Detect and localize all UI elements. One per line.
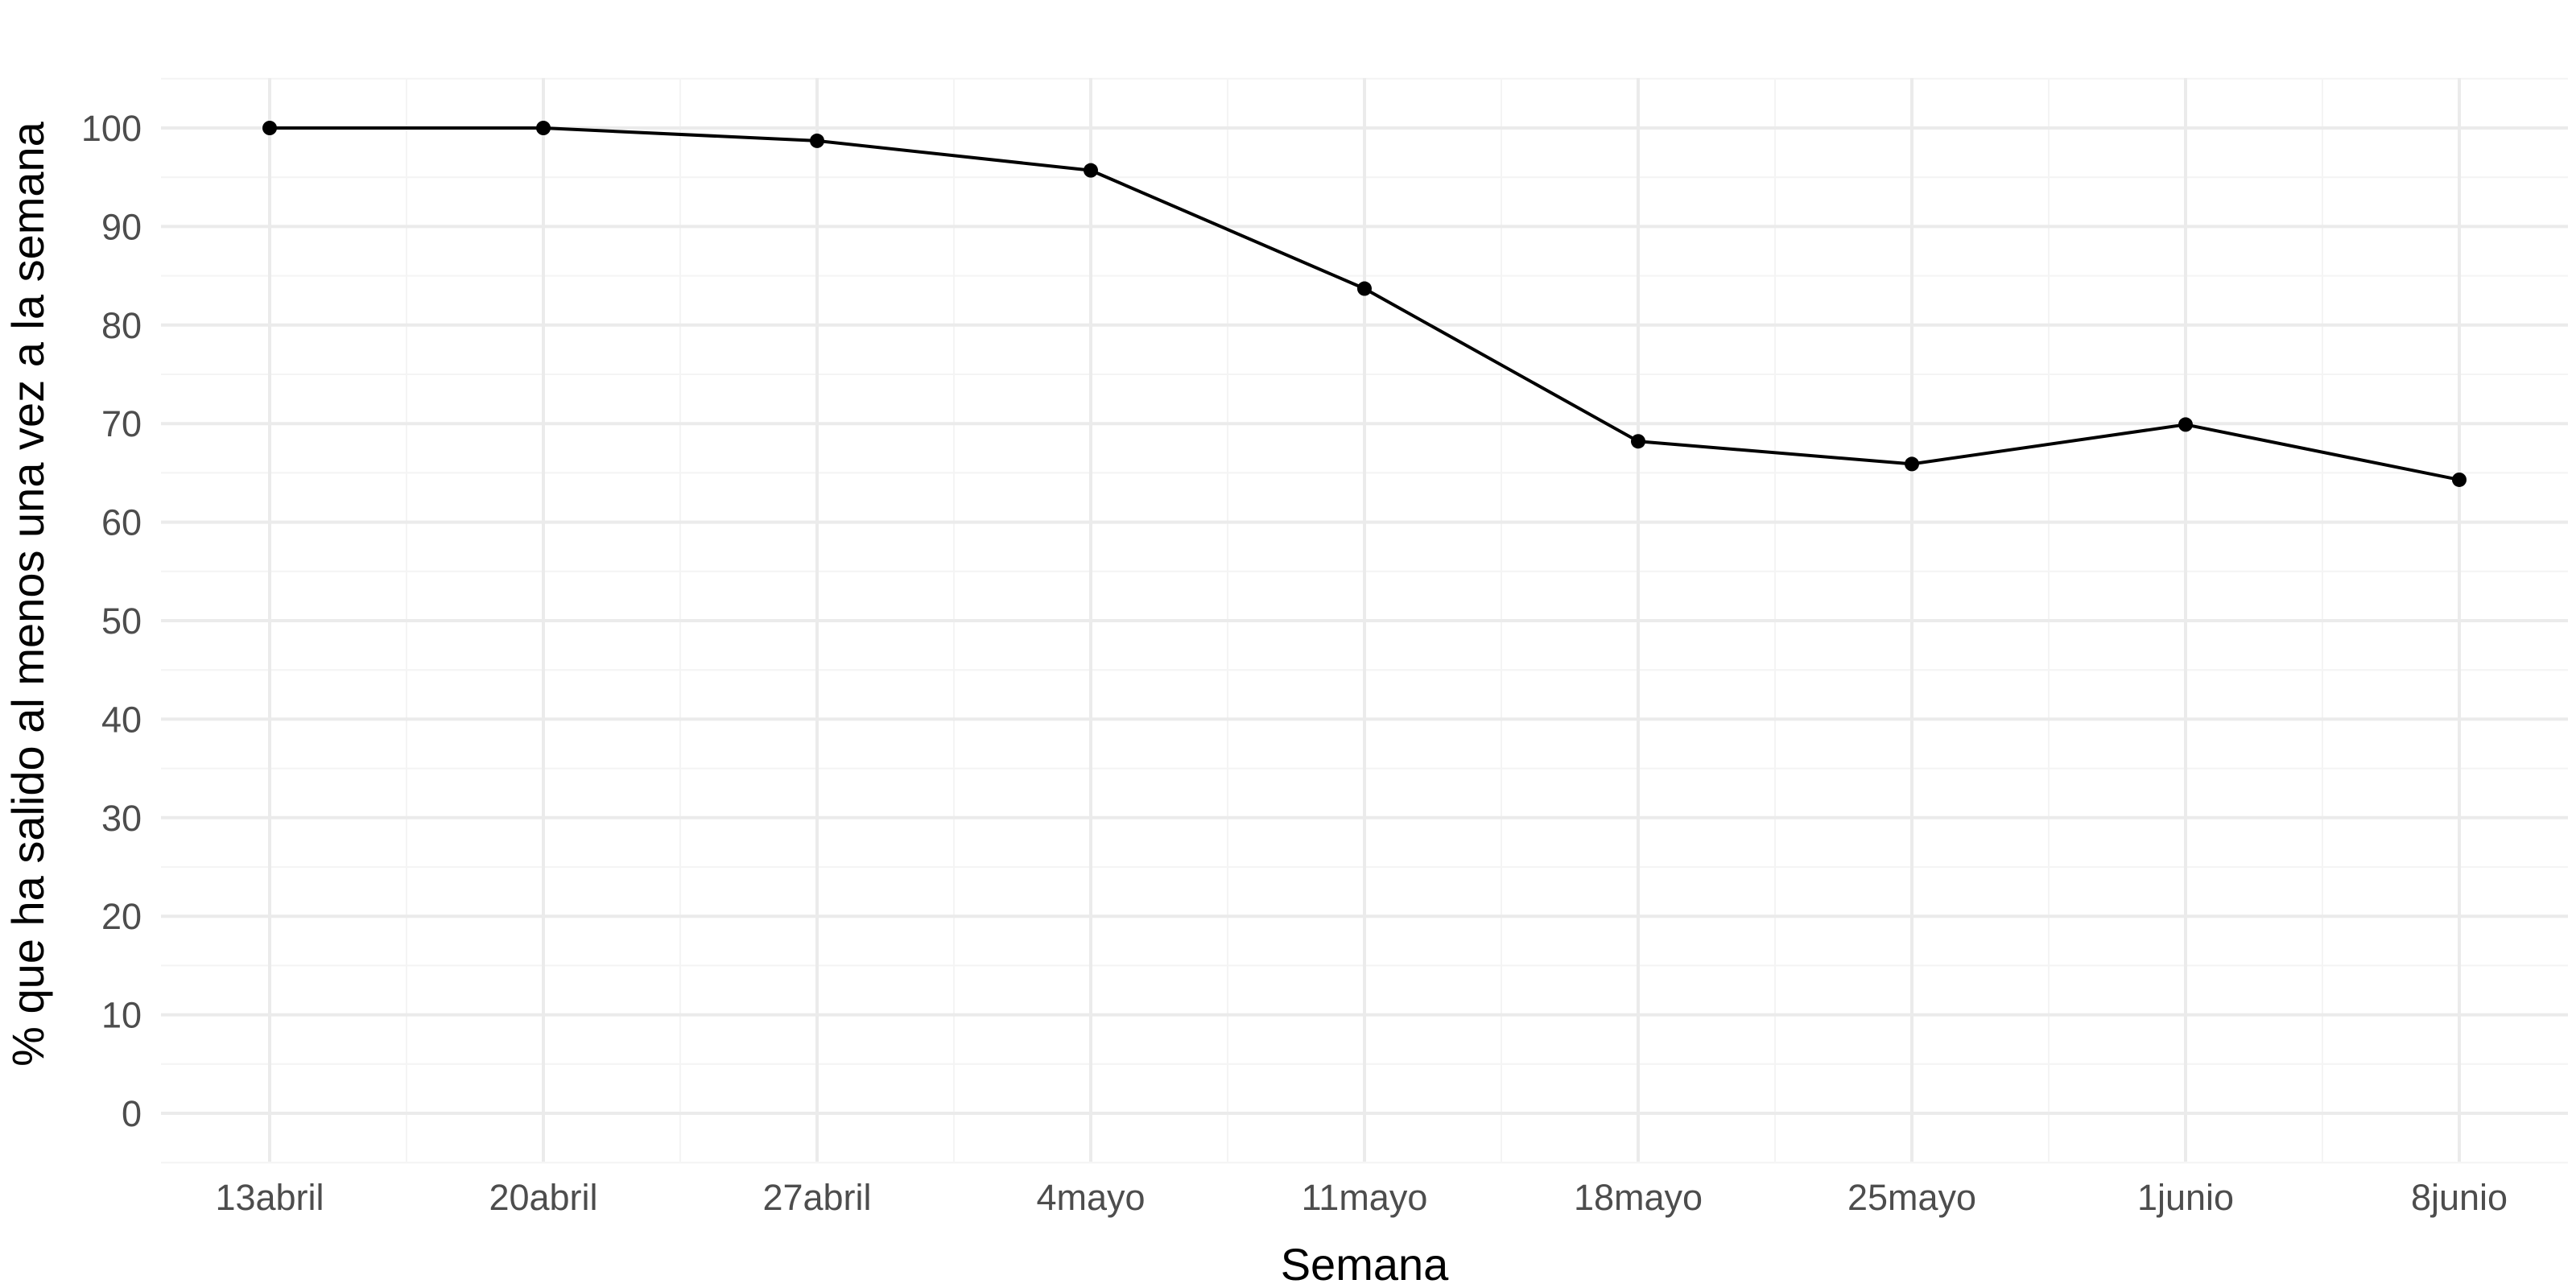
y-axis-tick-labels: 0 10 20 30 40 50 60 70 80 90 100 <box>81 108 142 1134</box>
y-tick-label: 40 <box>101 699 142 740</box>
data-point <box>262 121 277 135</box>
data-point <box>1084 163 1098 178</box>
series-layer <box>262 121 2467 487</box>
y-tick-label: 0 <box>122 1093 142 1134</box>
y-axis-title: % que ha salido al menos una vez a la se… <box>2 121 53 1066</box>
x-tick-label: 1junio <box>2137 1177 2234 1218</box>
x-tick-label: 4mayo <box>1036 1177 1145 1218</box>
y-tick-label: 20 <box>101 896 142 937</box>
y-tick-label: 90 <box>101 206 142 247</box>
data-point <box>1905 456 1919 472</box>
data-point <box>2178 417 2193 432</box>
y-tick-label: 50 <box>101 601 142 642</box>
y-tick-label: 80 <box>101 305 142 346</box>
y-tick-label: 60 <box>101 502 142 543</box>
x-tick-label: 27abril <box>762 1177 871 1218</box>
x-tick-label: 18mayo <box>1574 1177 1703 1218</box>
x-axis-tick-labels: 13abril 20abril 27abril 4mayo 11mayo 18mayo 25… <box>215 1177 2508 1218</box>
x-tick-label: 25mayo <box>1847 1177 1976 1218</box>
data-point <box>2452 472 2467 487</box>
x-tick-label: 20abril <box>489 1177 597 1218</box>
y-tick-label: 70 <box>101 403 142 444</box>
x-tick-label: 13abril <box>215 1177 324 1218</box>
x-axis-title: Semana <box>1281 1239 1449 1288</box>
data-point <box>1357 281 1372 296</box>
y-tick-label: 30 <box>101 798 142 839</box>
x-tick-label: 8junio <box>2411 1177 2508 1218</box>
y-tick-label: 10 <box>101 995 142 1036</box>
data-point <box>536 121 551 135</box>
major-gridlines <box>161 78 2568 1162</box>
data-point <box>810 133 824 148</box>
y-tick-label: 100 <box>81 108 142 149</box>
x-tick-label: 11mayo <box>1302 1177 1428 1218</box>
data-point <box>1631 434 1645 449</box>
